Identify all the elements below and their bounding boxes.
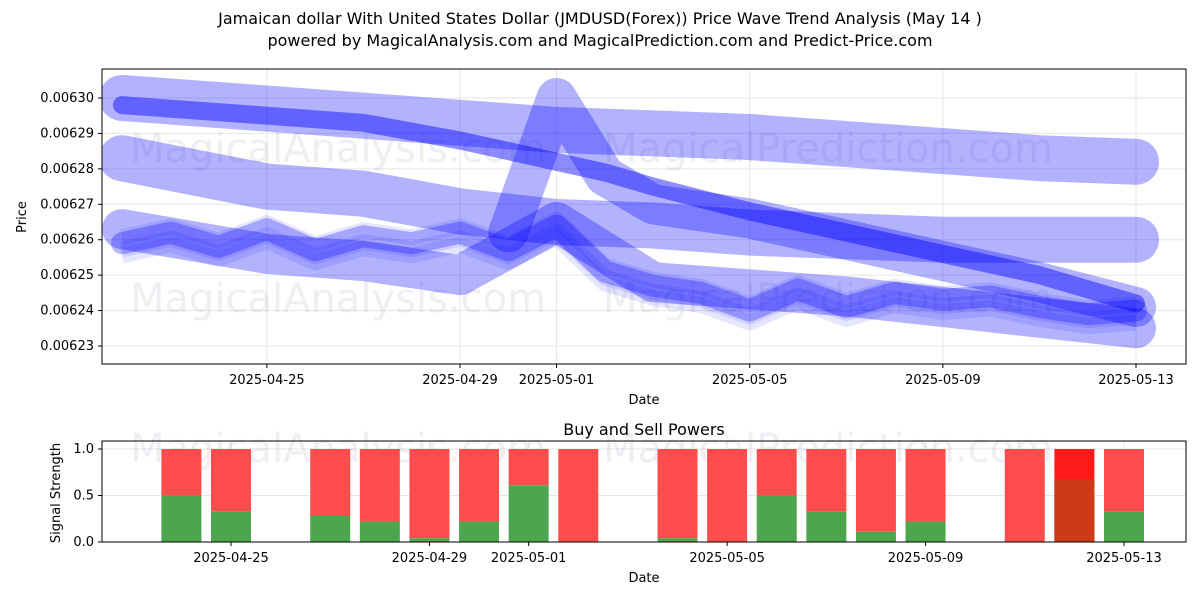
chart-title: Jamaican dollar With United States Dolla… <box>218 9 982 28</box>
wave-series-1 <box>102 135 1159 263</box>
buy-bar <box>211 511 251 542</box>
y-tick-label: 0.5 <box>73 489 94 504</box>
buy-bar <box>756 495 797 542</box>
y-tick-label: 0.00623 <box>40 339 94 354</box>
buy-bar <box>161 495 202 542</box>
y-axis-label: Price <box>15 201 30 233</box>
buy-bar <box>508 485 549 542</box>
buy-bar <box>1104 511 1144 542</box>
buy-bar <box>1054 479 1095 542</box>
y-tick-label: 0.00625 <box>40 268 94 283</box>
sell-bar <box>756 449 797 496</box>
sell-bar <box>905 449 946 522</box>
y-tick-label: 0.00630 <box>40 91 94 106</box>
buy-bar <box>905 521 946 542</box>
buy-bar <box>855 531 896 542</box>
watermark-text: MagicalAnalysis.com <box>130 276 546 322</box>
wave-series-3 <box>102 202 1156 349</box>
wave-series-echo <box>120 223 1137 329</box>
x-tick-label: 2025-05-01 <box>491 551 567 566</box>
watermark-text: MagicalAnalysis.com <box>130 126 546 172</box>
y-tick-label: 0.00629 <box>40 126 94 141</box>
x-tick-label: 2025-05-05 <box>689 551 765 566</box>
bottom-plot-frame <box>101 440 1187 543</box>
y-tick-label: 0.00628 <box>40 162 94 177</box>
x-axis-label: Date <box>628 571 659 586</box>
y-tick-label: 1.0 <box>73 442 94 457</box>
wave-series-echo <box>120 211 1137 317</box>
watermark-text: MagicalPrediction.com <box>603 276 1053 322</box>
sell-bar <box>359 449 400 522</box>
wave-series-echo <box>120 229 1137 335</box>
y-tick-label: 0.00624 <box>40 304 94 319</box>
sell-bar <box>558 449 599 542</box>
bar-group <box>161 449 1144 542</box>
buy-bar <box>459 521 500 542</box>
sell-bar <box>211 449 251 512</box>
top-plot-frame <box>101 68 1187 365</box>
sell-bar <box>508 449 549 486</box>
x-tick-label: 2025-04-25 <box>229 373 305 388</box>
sell-bar <box>409 449 450 539</box>
buy-bar <box>310 515 351 542</box>
wave-series-5 <box>488 78 1156 327</box>
sell-bar <box>806 449 847 512</box>
wave-group <box>102 75 1159 349</box>
sell-bar <box>161 449 202 496</box>
x-tick-label: 2025-05-13 <box>1098 373 1174 388</box>
wave-series-4 <box>111 214 1147 326</box>
x-tick-label: 2025-04-29 <box>392 551 468 566</box>
x-tick-label: 2025-05-01 <box>519 373 595 388</box>
wave-series-2 <box>113 96 1145 313</box>
x-tick-label: 2025-05-05 <box>712 373 788 388</box>
sell-bar <box>310 449 351 516</box>
y-tick-label: 0.00626 <box>40 233 94 248</box>
watermark-text: MagicalPrediction.com <box>603 126 1053 172</box>
chart-title-block: Jamaican dollar With United States Dolla… <box>0 8 1200 52</box>
x-tick-label: 2025-05-09 <box>888 551 964 566</box>
sell-bar <box>707 449 748 542</box>
buy-bar <box>359 521 400 542</box>
chart-subtitle: powered by MagicalAnalysis.com and Magic… <box>267 31 933 50</box>
wave-series-0 <box>102 75 1159 185</box>
sell-bar <box>1004 449 1045 542</box>
buy-bar <box>657 538 698 542</box>
buy-bar <box>409 538 450 542</box>
x-tick-label: 2025-04-25 <box>193 551 269 566</box>
x-tick-label: 2025-04-29 <box>422 373 498 388</box>
y-tick-label: 0.00627 <box>40 197 94 212</box>
sell-bar <box>459 449 500 522</box>
buy-bar <box>806 511 847 542</box>
x-tick-label: 2025-05-13 <box>1086 551 1162 566</box>
y-tick-label: 0.0 <box>73 535 94 550</box>
sell-bar <box>1104 449 1144 512</box>
sell-bar <box>657 449 698 539</box>
x-tick-label: 2025-05-09 <box>905 373 981 388</box>
bottom-chart-title: Buy and Sell Powers <box>563 420 725 439</box>
y-axis-label: Signal Strength <box>49 443 64 543</box>
x-axis-label: Date <box>628 393 659 408</box>
sell-bar <box>855 449 896 532</box>
